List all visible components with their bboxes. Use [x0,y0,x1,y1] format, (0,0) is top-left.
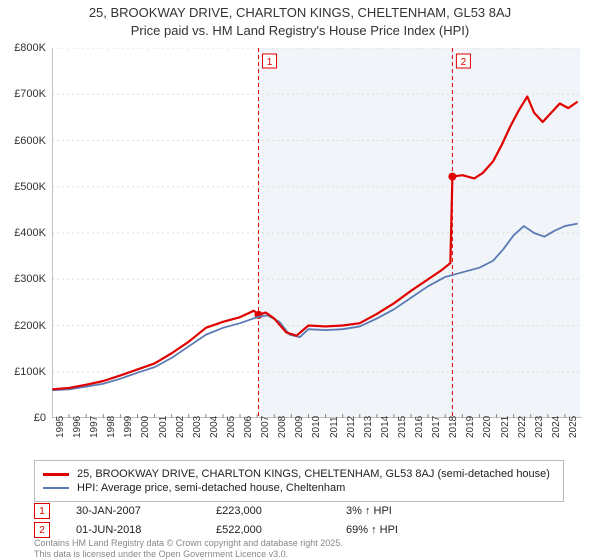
svg-text:1: 1 [267,57,273,68]
svg-text:2: 2 [461,57,467,68]
y-tick-label: £700K [14,88,46,100]
x-tick-label: 2014 [380,416,391,438]
y-tick-label: £300K [14,273,46,285]
x-tick-label: 2005 [226,416,237,438]
x-tick-label: 2020 [482,416,493,438]
plot-svg: 12 [52,48,582,418]
x-tick-label: 1995 [55,416,66,438]
x-tick-label: 2013 [363,416,374,438]
y-tick-label: £100K [14,366,46,378]
title-line-1: 25, BROOKWAY DRIVE, CHARLTON KINGS, CHEL… [0,4,600,22]
marker-badge: 2 [34,522,50,538]
footer-line-2: This data is licensed under the Open Gov… [34,549,343,560]
plot-area: 12 [52,48,582,418]
marker-table: 1 30-JAN-2007£223,0003% ↑ HPI 2 01-JUN-2018… [34,500,564,541]
x-tick-label: 2007 [260,416,271,438]
x-tick-label: 2022 [517,416,528,438]
marker-badge: 1 [34,503,50,519]
x-tick-label: 2012 [346,416,357,438]
marker-date: 01-JUN-2018 [76,524,216,536]
x-tick-label: 2015 [397,416,408,438]
y-tick-label: £0 [34,412,46,424]
marker-table-row: 2 01-JUN-2018£522,00069% ↑ HPI [34,522,564,538]
x-tick-label: 1998 [106,416,117,438]
y-tick-label: £400K [14,227,46,239]
y-tick-label: £800K [14,42,46,54]
x-tick-label: 2001 [158,416,169,438]
x-tick-label: 1999 [123,416,134,438]
x-tick-label: 2024 [551,416,562,438]
legend-label: HPI: Average price, semi-detached house,… [77,482,345,494]
footer: Contains HM Land Registry data © Crown c… [34,538,343,560]
y-axis: £0£100K£200K£300K£400K£500K£600K£700K£80… [0,48,50,418]
x-tick-label: 2004 [209,416,220,438]
x-tick-label: 2021 [500,416,511,438]
x-tick-label: 2025 [568,416,579,438]
x-tick-label: 2000 [140,416,151,438]
y-tick-label: £500K [14,181,46,193]
legend-swatch [43,487,69,489]
x-tick-label: 2017 [431,416,442,438]
x-tick-label: 2023 [534,416,545,438]
marker-delta: 3% ↑ HPI [346,505,486,517]
marker-delta: 69% ↑ HPI [346,524,486,536]
x-tick-label: 2008 [277,416,288,438]
legend: 25, BROOKWAY DRIVE, CHARLTON KINGS, CHEL… [34,460,564,502]
legend-row: 25, BROOKWAY DRIVE, CHARLTON KINGS, CHEL… [43,468,555,480]
x-tick-label: 1997 [89,416,100,438]
x-tick-label: 1996 [72,416,83,438]
x-tick-label: 2006 [243,416,254,438]
marker-table-row: 1 30-JAN-2007£223,0003% ↑ HPI [34,503,564,519]
marker-date: 30-JAN-2007 [76,505,216,517]
marker-price: £522,000 [216,524,346,536]
marker-price: £223,000 [216,505,346,517]
title-line-2: Price paid vs. HM Land Registry's House … [0,22,600,40]
x-tick-label: 2002 [175,416,186,438]
legend-label: 25, BROOKWAY DRIVE, CHARLTON KINGS, CHEL… [77,468,550,480]
y-tick-label: £200K [14,320,46,332]
chart-title: 25, BROOKWAY DRIVE, CHARLTON KINGS, CHEL… [0,4,600,39]
chart-container: 25, BROOKWAY DRIVE, CHARLTON KINGS, CHEL… [0,0,600,560]
x-axis: 1995199619971998199920002001200220032004… [52,420,582,460]
legend-row: HPI: Average price, semi-detached house,… [43,482,555,494]
x-tick-label: 2019 [465,416,476,438]
x-tick-label: 2009 [294,416,305,438]
x-tick-label: 2003 [192,416,203,438]
x-tick-label: 2010 [311,416,322,438]
x-tick-label: 2018 [448,416,459,438]
y-tick-label: £600K [14,135,46,147]
legend-swatch [43,473,69,476]
x-tick-label: 2016 [414,416,425,438]
x-tick-label: 2011 [329,416,340,438]
footer-line-1: Contains HM Land Registry data © Crown c… [34,538,343,549]
